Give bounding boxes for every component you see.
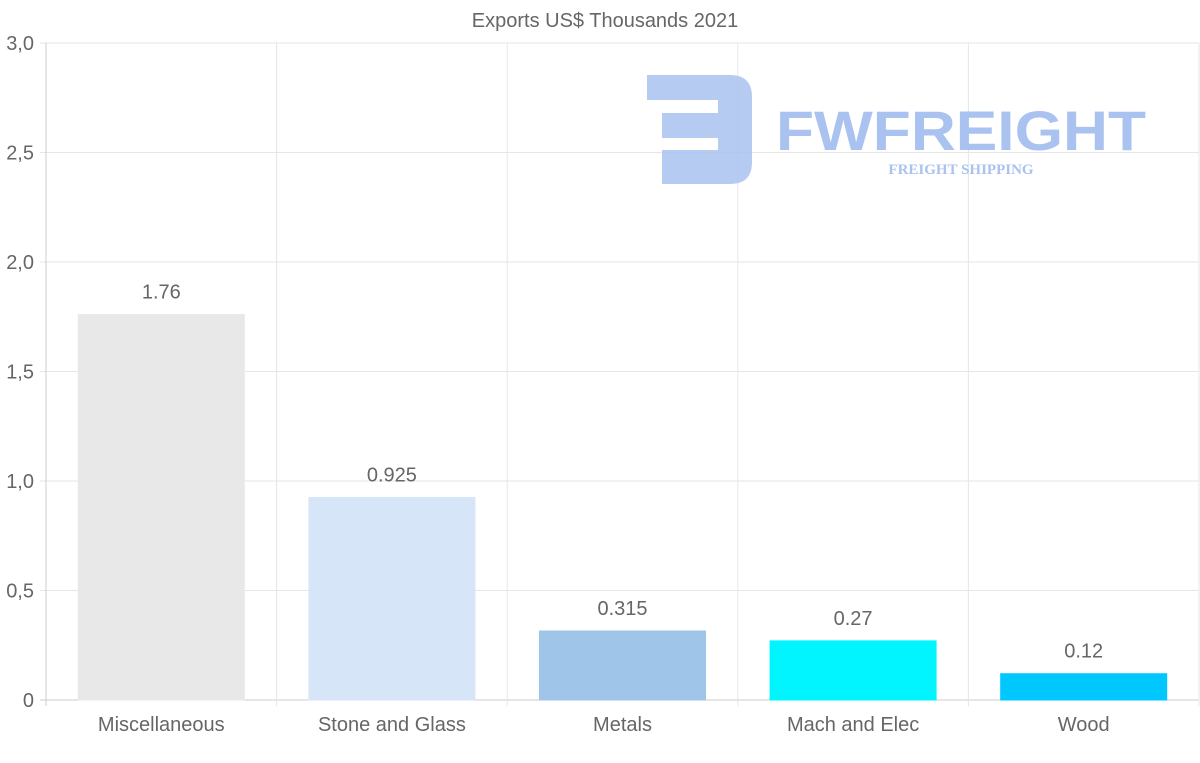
watermark: FWFREIGHT FREIGHT SHIPPING: [647, 75, 1146, 184]
bar-metals[interactable]: [538, 630, 707, 701]
x-axis-labels: Miscellaneous Stone and Glass Metals Mach a…: [98, 714, 1110, 736]
y-tick-label: 0,5: [6, 581, 34, 603]
fwfreight-logo-icon: [647, 75, 752, 184]
category-label: Wood: [1058, 714, 1110, 736]
category-label: Stone and Glass: [318, 714, 466, 736]
category-label: Mach and Elec: [787, 714, 919, 736]
chart-title: Exports US$ Thousands 2021: [472, 10, 738, 32]
y-tick-label: 1,5: [6, 362, 34, 384]
bar-mach-and-elec[interactable]: [769, 640, 937, 701]
category-label: Miscellaneous: [98, 714, 225, 736]
bar-miscellaneous[interactable]: [77, 314, 245, 701]
watermark-tagline: FREIGHT SHIPPING: [888, 162, 1033, 178]
data-label: 0.315: [597, 598, 647, 620]
y-axis-ticks: 0 0,5 1,0 1,5 2,0 2,5 3,0: [6, 33, 34, 712]
data-label: 0.27: [834, 608, 873, 630]
data-label: 1.76: [142, 282, 181, 304]
data-label: 0.925: [367, 464, 417, 486]
data-labels: 1.76 0.925 0.315 0.27 0.12: [142, 282, 1103, 663]
y-tick-label: 2,0: [6, 252, 34, 274]
data-label: 0.12: [1064, 641, 1103, 663]
watermark-brand: FWFREIGHT: [776, 99, 1146, 162]
y-tick-label: 1,0: [6, 471, 34, 493]
y-tick-label: 3,0: [6, 33, 34, 55]
bars: [77, 314, 1168, 701]
bar-stone-and-glass[interactable]: [308, 496, 476, 701]
bar-wood[interactable]: [1000, 673, 1168, 701]
category-label: Metals: [593, 714, 652, 736]
y-tick-label: 0: [23, 690, 34, 712]
y-tick-label: 2,5: [6, 143, 34, 165]
